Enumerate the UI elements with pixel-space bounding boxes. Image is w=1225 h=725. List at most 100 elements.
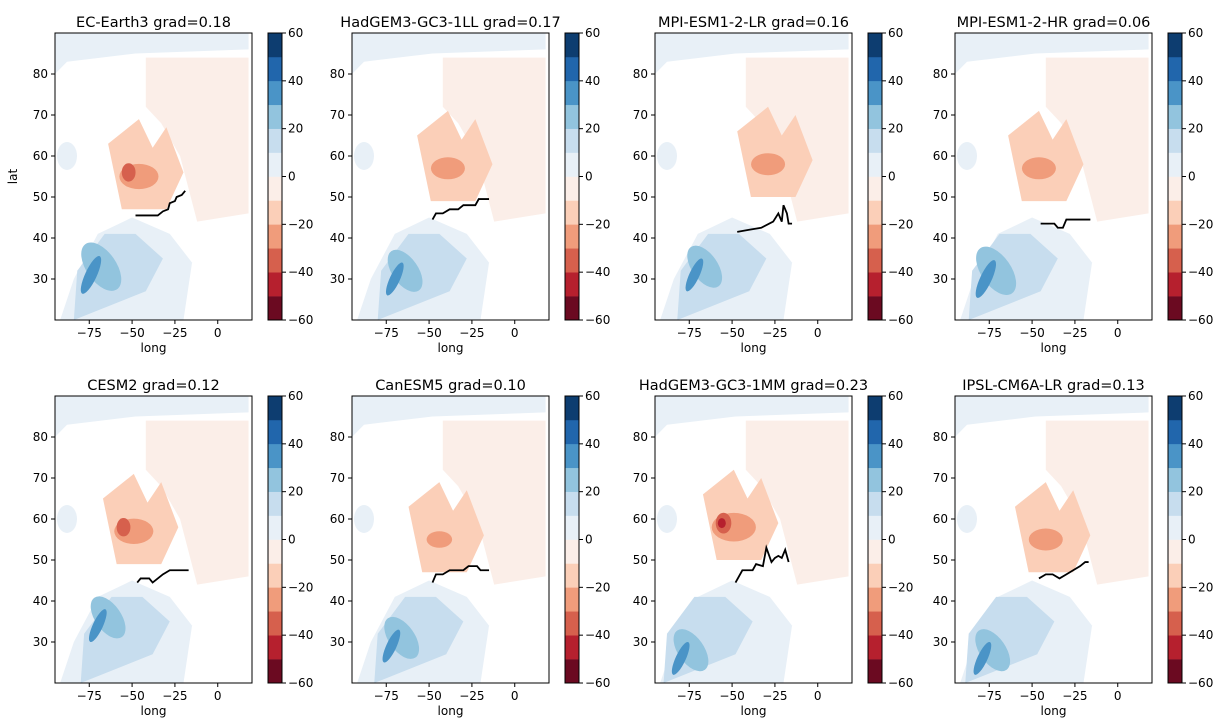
colorbar-tick-label: 40 — [1188, 437, 1203, 451]
colorbar-segment — [268, 443, 282, 469]
colorbar-tick-label: 0 — [288, 170, 296, 184]
colorbar-segment — [1168, 659, 1182, 684]
x-tick-label: −25 — [162, 326, 187, 340]
y-tick-label: 40 — [633, 231, 648, 245]
colorbar-segment — [1168, 176, 1182, 201]
axes-frame — [351, 395, 550, 684]
map-panel-7: IPSL-CM6A-LR grad=0.13 −75 −50 −25 0 30 40 50 60… — [933, 378, 1214, 718]
colorbar-segment — [1168, 128, 1182, 153]
x-tick-label: −50 — [416, 689, 441, 703]
colorbar-tick-label: −20 — [888, 217, 913, 231]
colorbar-tick-label: 20 — [1188, 122, 1203, 136]
colorbar-segment — [868, 200, 882, 225]
panel-title: EC-Earth3 grad=0.18 — [76, 15, 231, 31]
colorbar-tick-label: −60 — [288, 313, 313, 327]
colorbar-tick-label: −60 — [888, 676, 913, 690]
axes-frame — [351, 32, 550, 321]
colorbar-tick-label: 20 — [288, 485, 303, 499]
colorbar-segment — [868, 587, 882, 612]
positive-region-3 — [687, 245, 723, 288]
x-tick-label: −75 — [977, 689, 1002, 703]
colorbar-segment — [868, 56, 882, 82]
colorbar-segment — [565, 33, 579, 58]
colorbar-tick-label: −20 — [288, 217, 313, 231]
colorbar-tick-label: 40 — [288, 74, 303, 88]
colorbar-tick-label: 20 — [585, 122, 600, 136]
colorbar-segment — [268, 128, 282, 153]
y-tick-label: 80 — [633, 430, 648, 444]
colorbar-segment — [1168, 419, 1182, 445]
colorbar-segment — [268, 33, 282, 58]
y-tick-label: 30 — [33, 272, 48, 286]
y-tick-label: 40 — [33, 231, 48, 245]
colorbar-segment — [868, 104, 882, 129]
x-tick-label: −50 — [1019, 326, 1044, 340]
colorbar-segment — [868, 80, 882, 106]
colorbar-segment — [268, 635, 282, 660]
weak-negative-region — [1045, 57, 1149, 222]
weak-negative-region — [1045, 420, 1149, 585]
colorbar-tick-label: 20 — [1188, 485, 1203, 499]
colorbar-segment — [268, 491, 282, 516]
colorbar-segment — [268, 80, 282, 106]
labrador-patch — [956, 505, 977, 533]
colorbar-tick-label: −60 — [1188, 313, 1213, 327]
colorbar-tick-label: −40 — [888, 265, 913, 279]
y-tick-label: 30 — [633, 635, 648, 649]
colorbar: 60 40 20 0 −20 −40 −60 — [564, 26, 610, 327]
colorbar-segment — [268, 200, 282, 225]
colorbar-tick-label: 40 — [585, 437, 600, 451]
colorbar-segment — [1168, 224, 1182, 249]
weak-negative-region — [145, 420, 249, 585]
colorbar-segment — [565, 176, 579, 201]
y-tick-label: 30 — [330, 635, 345, 649]
labrador-patch — [56, 505, 77, 533]
y-tick-label: 80 — [330, 430, 345, 444]
colorbar-tick-label: 60 — [288, 26, 303, 40]
front-line — [734, 544, 790, 583]
x-tick-label: 0 — [511, 689, 519, 703]
arctic-positive-region — [955, 33, 1149, 74]
front-line — [1038, 561, 1089, 580]
labrador-patch — [353, 142, 374, 170]
negative-region-1 — [737, 106, 813, 197]
colorbar-segment — [868, 272, 882, 297]
x-tick-label: −25 — [459, 689, 484, 703]
panel-title: HadGEM3-GC3-1LL grad=0.17 — [340, 15, 560, 31]
colorbar-segment — [1168, 200, 1182, 225]
colorbar-segment — [268, 515, 282, 540]
x-tick-label: −50 — [1019, 689, 1044, 703]
y-tick-label: 50 — [330, 190, 345, 204]
labrador-patch — [656, 142, 677, 170]
y-tick-label: 50 — [633, 553, 648, 567]
positive-region-3 — [387, 249, 423, 292]
colorbar-segment — [1168, 491, 1182, 516]
x-tick-label: 0 — [214, 326, 222, 340]
colorbar-segment — [268, 176, 282, 201]
colorbar-tick-label: 40 — [288, 437, 303, 451]
labrador-patch — [353, 505, 374, 533]
weak-negative-region — [442, 420, 546, 585]
colorbar-segment — [868, 443, 882, 469]
colorbar: 60 40 20 0 −20 −40 −60 — [267, 389, 313, 690]
colorbar-tick-label: −40 — [1188, 265, 1213, 279]
colorbar-segment — [565, 56, 579, 82]
labrador-patch — [656, 505, 677, 533]
y-tick-label: 70 — [633, 471, 648, 485]
panel-title: IPSL-CM6A-LR grad=0.13 — [962, 378, 1144, 394]
x-tick-label: 0 — [511, 326, 519, 340]
arctic-positive-region — [55, 396, 249, 437]
positive-core — [80, 255, 102, 294]
y-tick-label: 30 — [933, 635, 948, 649]
front-line — [431, 198, 490, 220]
y-tick-label: 40 — [330, 594, 345, 608]
colorbar-tick-label: 0 — [1188, 170, 1196, 184]
colorbar-segment — [565, 587, 579, 612]
colorbar-tick-label: 40 — [888, 437, 903, 451]
colorbar-tick-label: 20 — [585, 485, 600, 499]
colorbar-tick-label: 40 — [585, 74, 600, 88]
colorbar-segment — [1168, 33, 1182, 58]
axes-frame — [654, 32, 853, 321]
positive-region-3 — [384, 616, 420, 659]
